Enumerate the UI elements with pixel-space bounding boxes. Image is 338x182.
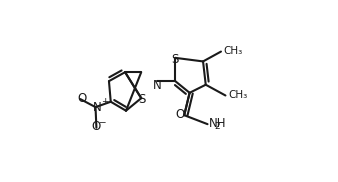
Text: 2: 2	[215, 122, 220, 131]
Text: NH: NH	[209, 117, 226, 130]
Text: N: N	[153, 79, 162, 92]
Text: N: N	[93, 101, 102, 114]
Text: −: −	[98, 117, 105, 126]
Text: O: O	[92, 120, 101, 133]
Text: CH₃: CH₃	[228, 90, 247, 100]
Text: CH₃: CH₃	[224, 46, 243, 56]
Text: +: +	[101, 97, 108, 106]
Text: O: O	[77, 92, 87, 105]
Text: O: O	[175, 108, 184, 121]
Text: S: S	[172, 53, 179, 66]
Text: S: S	[139, 94, 146, 106]
